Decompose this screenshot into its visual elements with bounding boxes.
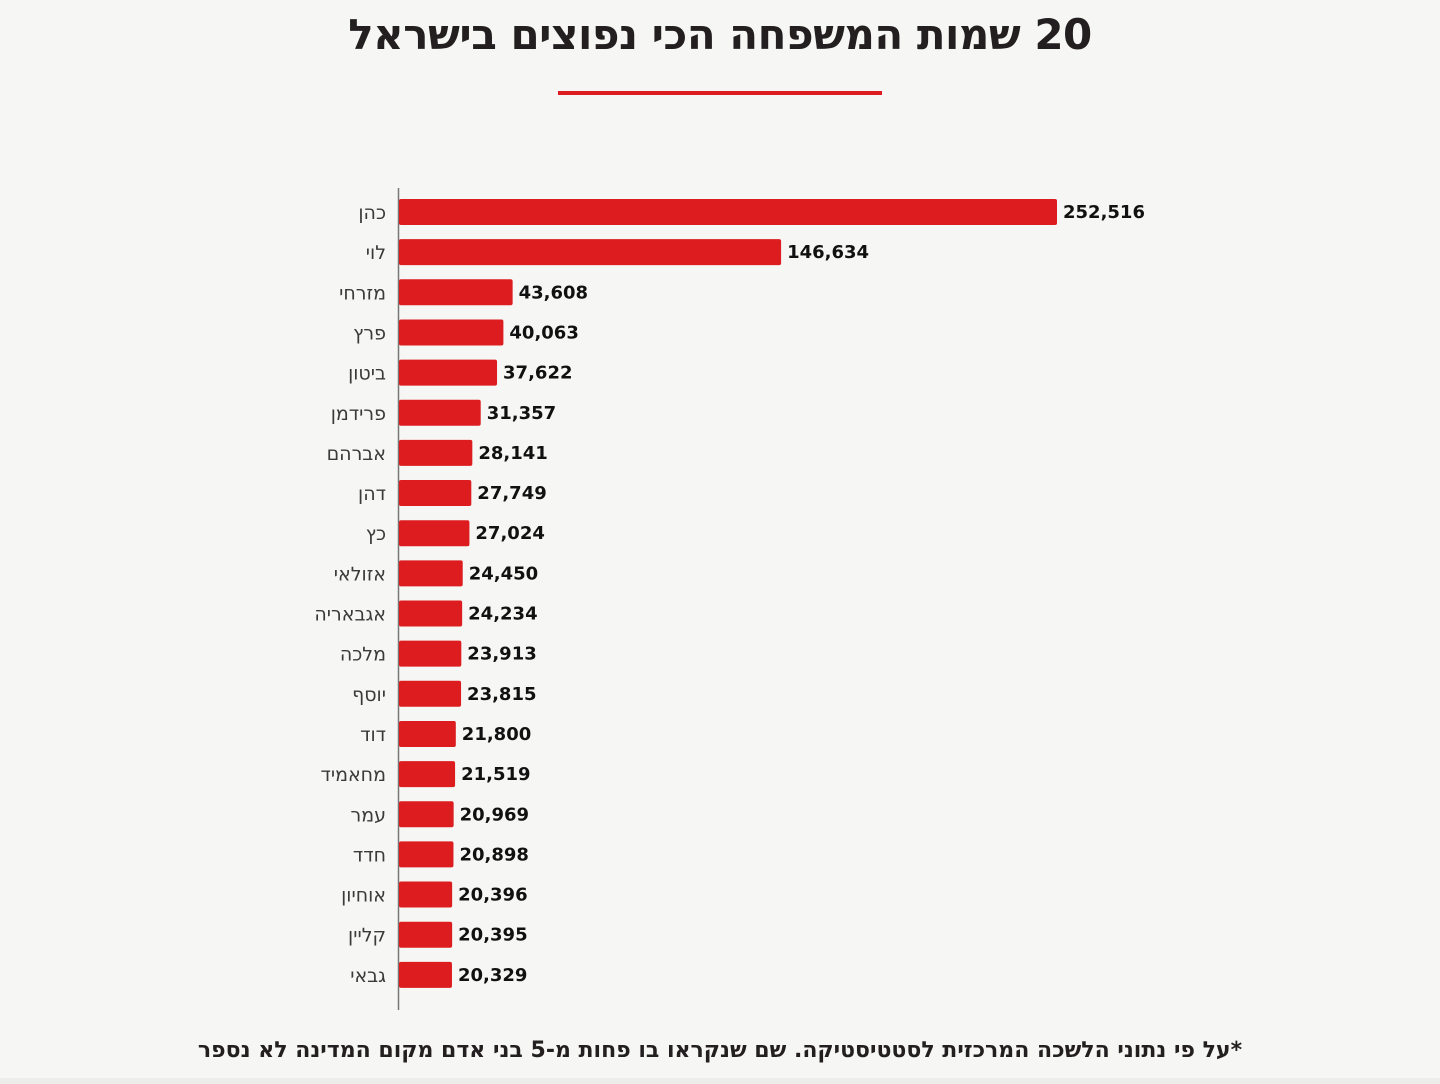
value-label: 40,063	[509, 322, 578, 343]
category-label: עמר	[350, 804, 386, 826]
value-label: 23,913	[467, 644, 536, 665]
bar-chart: כהן 252,516 לוי 146,634 מזרחי 43,608 פרץ 40,063…	[314, 188, 1145, 1010]
bar	[399, 319, 504, 346]
category-label: פרידמן	[331, 403, 386, 425]
value-label: 24,234	[468, 604, 537, 625]
value-label: 21,519	[461, 764, 530, 785]
value-label: 20,395	[458, 925, 527, 946]
bar	[399, 841, 454, 868]
category-label: גבאי	[350, 965, 386, 987]
category-label: מזרחי	[339, 282, 386, 304]
bar	[399, 720, 456, 747]
value-label: 21,800	[462, 724, 531, 745]
category-label: אגבאריה	[314, 604, 386, 626]
bar	[399, 399, 481, 426]
bar	[399, 640, 462, 667]
category-label: מלכה	[340, 644, 386, 666]
bar	[399, 881, 453, 908]
category-label: כץ	[366, 523, 386, 545]
value-label: 27,024	[475, 523, 544, 544]
category-label: מחאמיד	[320, 764, 386, 786]
footnote: *על פי נתוני הלשכה המרכזית לסטטיסטיקה. ש…	[197, 1038, 1243, 1063]
bar	[399, 480, 472, 507]
bar	[399, 439, 473, 466]
category-label: פרץ	[353, 322, 386, 344]
category-label: כהן	[358, 202, 386, 224]
category-label: דוד	[360, 724, 386, 746]
category-label: אזולאי	[334, 563, 386, 585]
value-label: 31,357	[487, 403, 556, 424]
bar	[399, 359, 498, 386]
bottom-strip	[0, 1078, 1440, 1084]
title-underline	[558, 91, 882, 95]
bar	[399, 600, 463, 627]
bar	[399, 761, 456, 788]
value-label: 20,898	[459, 844, 528, 865]
bar	[399, 680, 462, 707]
category-label: יוסף	[352, 684, 386, 706]
category-label: חדד	[353, 844, 386, 866]
category-label: לוי	[366, 242, 386, 264]
bar	[399, 520, 470, 547]
bar	[399, 239, 782, 266]
category-label: דהן	[358, 483, 386, 505]
bar	[399, 801, 454, 828]
chart-title: 20 שמות המשפחה הכי נפוצים בישראל	[348, 10, 1092, 59]
category-label: ביטון	[348, 363, 386, 385]
category-label: אוחיון	[341, 885, 386, 907]
value-label: 24,450	[469, 563, 538, 584]
bar	[399, 199, 1057, 225]
category-label: אברהם	[327, 443, 386, 465]
value-label: 20,396	[458, 885, 527, 906]
value-label: 37,622	[503, 363, 572, 384]
bar	[399, 560, 463, 587]
value-label: 252,516	[1063, 202, 1145, 223]
value-label: 146,634	[787, 242, 869, 263]
bar	[399, 921, 453, 948]
bar	[399, 961, 452, 988]
category-label: קליין	[348, 925, 386, 947]
bar	[399, 279, 513, 306]
value-label: 20,969	[460, 804, 529, 825]
value-label: 23,815	[467, 684, 536, 705]
value-label: 20,329	[458, 965, 527, 986]
value-label: 43,608	[519, 282, 588, 303]
value-label: 27,749	[477, 483, 546, 504]
value-label: 28,141	[478, 443, 547, 464]
